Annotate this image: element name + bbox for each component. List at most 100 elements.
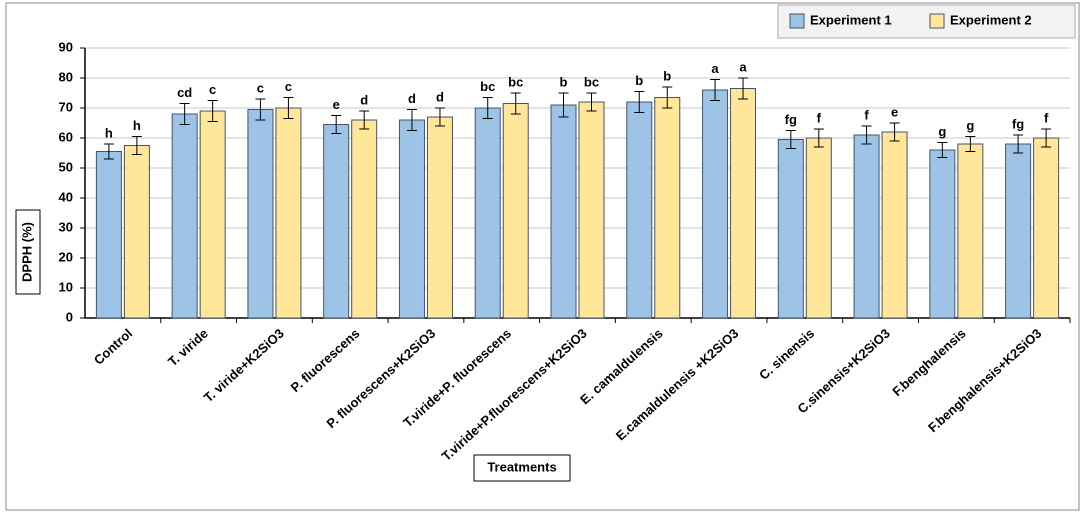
bar <box>626 101 653 319</box>
bar <box>957 143 984 319</box>
error-bar <box>131 136 142 155</box>
y-tick-label: 10 <box>59 279 73 294</box>
legend <box>777 4 1076 39</box>
significance-letter: b <box>663 68 671 83</box>
x-tick-label: P. fluorescens <box>288 326 363 395</box>
significance-letter: b <box>635 73 643 88</box>
error-bar <box>937 142 948 158</box>
bar <box>171 113 198 319</box>
bar <box>578 101 605 319</box>
chart-border <box>5 2 1080 511</box>
x-tick-label: E.camaldulensis +K2SiO3 <box>613 326 741 444</box>
y-label-box <box>15 209 41 295</box>
x-axis-label: Treatments <box>487 459 556 474</box>
error-bar <box>179 103 190 125</box>
bar <box>1005 143 1032 319</box>
x-tick-label: C. sinensis <box>756 326 817 383</box>
significance-letter: b <box>560 74 568 89</box>
y-axis-label: DPPH (%) <box>19 222 34 282</box>
bar <box>702 89 729 319</box>
x-tick-label: F.benghalensis <box>889 326 968 400</box>
significance-letter: f <box>864 107 869 122</box>
bar <box>275 107 302 319</box>
bar <box>654 97 681 319</box>
y-tick-label: 0 <box>66 309 73 324</box>
legend-label: Experiment 2 <box>950 12 1032 27</box>
significance-letter: g <box>966 118 974 133</box>
bar <box>881 131 908 319</box>
legend-swatch <box>789 13 805 29</box>
error-bar <box>738 77 749 100</box>
y-tick-label: 90 <box>59 39 73 54</box>
bar <box>474 107 501 319</box>
significance-letter: c <box>209 82 216 97</box>
x-tick-label: T. viride <box>165 326 211 370</box>
significance-letter: f <box>817 110 822 125</box>
legend-swatch <box>929 13 945 29</box>
error-bar <box>283 97 294 119</box>
y-tick-label: 30 <box>59 219 73 234</box>
y-tick-label: 20 <box>59 249 73 264</box>
error-bar <box>207 100 218 122</box>
y-tick-label: 50 <box>59 159 73 174</box>
significance-letter: h <box>105 125 113 140</box>
error-bar <box>785 130 796 149</box>
error-bar <box>1041 128 1052 148</box>
bar <box>805 137 832 319</box>
bar <box>351 119 378 319</box>
significance-letter: a <box>711 61 719 76</box>
error-bar <box>434 107 445 127</box>
significance-letter: g <box>938 124 946 139</box>
bar <box>777 139 804 319</box>
legend-label: Experiment 1 <box>810 12 892 27</box>
significance-letter: e <box>891 104 898 119</box>
y-tick-label: 80 <box>59 69 73 84</box>
significance-letter: d <box>408 91 416 106</box>
bar <box>853 134 880 319</box>
significance-letter: bc <box>480 79 495 94</box>
bar <box>730 88 757 319</box>
error-bar <box>331 115 342 134</box>
bar <box>199 110 226 319</box>
error-bar <box>1013 134 1024 154</box>
error-bar <box>558 92 569 118</box>
bar <box>95 151 122 319</box>
x-label-box <box>473 454 571 482</box>
error-bar <box>510 92 521 115</box>
x-tick-label: E. camaldulensis <box>577 326 665 408</box>
bar <box>502 103 529 319</box>
error-bar <box>889 122 900 142</box>
x-tick-label: T. viride+K2SiO3 <box>201 326 287 406</box>
error-bar <box>359 110 370 130</box>
bar <box>550 104 577 319</box>
significance-letter: h <box>133 118 141 133</box>
bar <box>123 145 150 319</box>
y-tick-label: 60 <box>59 129 73 144</box>
y-tick-label: 70 <box>59 99 73 114</box>
bar <box>247 109 274 319</box>
y-tick-label: 40 <box>59 189 73 204</box>
significance-letter: e <box>333 97 340 112</box>
significance-letter: f <box>1044 110 1049 125</box>
error-bar <box>662 86 673 109</box>
significance-letter: bc <box>508 74 523 89</box>
error-bar <box>813 128 824 148</box>
error-bar <box>255 98 266 121</box>
error-bar <box>103 143 114 160</box>
significance-letter: c <box>285 79 292 94</box>
significance-letter: d <box>360 92 368 107</box>
error-bar <box>965 136 976 152</box>
significance-letter: d <box>436 89 444 104</box>
significance-letter: fg <box>1012 116 1024 131</box>
significance-letter: cd <box>177 85 192 100</box>
bar <box>929 149 956 319</box>
bar <box>426 116 453 319</box>
error-bar <box>406 109 417 131</box>
error-bar <box>634 91 645 113</box>
significance-letter: fg <box>785 112 797 127</box>
error-bar <box>482 97 493 119</box>
error-bar <box>586 92 597 112</box>
bar <box>323 124 350 319</box>
